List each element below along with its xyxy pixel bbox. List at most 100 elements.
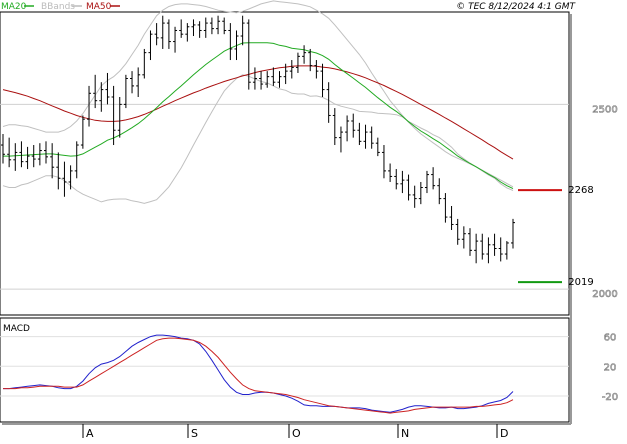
macd-series	[3, 334, 514, 414]
ohlc-bar-7	[44, 141, 49, 164]
ohlc-bar-75	[461, 226, 466, 249]
ohlc-bar-42	[259, 71, 264, 90]
ohlc-bar-67	[412, 185, 417, 208]
ohlc-bar-25	[154, 23, 159, 46]
ohlc-bar-40	[246, 19, 251, 90]
bband-lower-line	[2, 74, 514, 204]
ohlc-bar-37	[228, 23, 233, 61]
ohlc-bar-57	[351, 113, 356, 138]
ohlc-bar-13	[80, 115, 85, 149]
ohlc-bar-68	[418, 181, 423, 205]
ohlc-bar-34	[209, 17, 214, 35]
ma50-line	[2, 65, 514, 160]
ohlc-bar-49	[302, 45, 307, 64]
macd-series-line-0	[3, 334, 514, 413]
ohlc-bar-17	[105, 72, 110, 105]
legend-bbands: BBands	[41, 2, 75, 12]
price-y-tick-1: 2500	[592, 104, 617, 115]
ohlc-bar-4	[25, 146, 30, 170]
ohlc-bar-78	[480, 233, 485, 260]
ohlc-bar-58	[357, 122, 362, 146]
price-bars	[1, 15, 515, 264]
price-gridlines	[0, 103, 569, 290]
ohlc-bar-60	[369, 126, 374, 149]
ohlc-bar-62	[381, 145, 386, 179]
macd-title: MACD	[3, 324, 30, 334]
price-panel-frame	[0, 11, 570, 316]
ohlc-bar-63	[388, 163, 393, 182]
ohlc-bar-51	[314, 60, 319, 79]
bband-upper-line	[2, 0, 514, 188]
legend-ma20: MA20	[1, 2, 27, 12]
ohlc-bar-74	[455, 218, 460, 245]
ohlc-bar-23	[142, 48, 147, 79]
ohlc-bar-76	[467, 228, 472, 256]
x-tick-label-3: N	[401, 427, 409, 440]
ohlc-bar-54	[332, 108, 337, 146]
ohlc-bar-52	[320, 63, 325, 97]
ohlc-bar-61	[375, 137, 380, 157]
ohlc-bar-65	[400, 170, 405, 194]
ohlc-bar-31	[191, 19, 196, 37]
ohlc-bar-83	[511, 218, 515, 249]
ohlc-bar-64	[394, 169, 399, 190]
ohlc-bar-81	[498, 237, 503, 262]
ohlc-bar-5	[31, 145, 36, 168]
ohlc-bar-1	[7, 137, 12, 168]
ohlc-bar-36	[222, 17, 227, 35]
price-y-tick-0: 2000	[592, 289, 617, 300]
legend-ma50: MA50	[86, 2, 112, 12]
ohlc-bar-30	[185, 23, 190, 42]
ohlc-bar-24	[148, 30, 153, 61]
copyright-label: © TEC 8/12/2024 4:1 GMT	[456, 2, 576, 12]
ohlc-bar-32	[197, 21, 202, 38]
macd-y-tick-0: 60	[604, 333, 617, 344]
price-y-tick-labels: 2000 2500	[592, 104, 618, 300]
x-tick-label-1: S	[191, 427, 198, 440]
ohlc-bar-41	[252, 67, 257, 90]
ohlc-bar-11	[68, 165, 73, 190]
ohlc-bar-33	[203, 17, 208, 38]
ohlc-bar-35	[216, 15, 221, 35]
ohlc-bar-71	[437, 178, 442, 205]
macd-y-tick-2: -20	[602, 392, 618, 403]
ohlc-bar-55	[338, 126, 343, 153]
ohlc-bar-56	[345, 115, 350, 142]
ohlc-bar-20	[123, 74, 128, 109]
ohlc-bar-8	[50, 143, 55, 179]
ohlc-bar-16	[99, 82, 104, 112]
ohlc-bar-45	[277, 71, 282, 88]
macd-series-line-1	[3, 337, 514, 414]
ma50-line-group	[2, 65, 514, 160]
ohlc-bar-10	[62, 161, 67, 197]
ohlc-bar-0	[1, 133, 5, 164]
bollinger-bands	[2, 0, 514, 204]
level-label-0: 2268	[568, 185, 593, 196]
header-legend: MA20 BBands MA50	[1, 2, 120, 12]
x-tick-label-4: D	[500, 427, 508, 440]
macd-panel-frame	[0, 317, 570, 423]
ohlc-bar-69	[424, 170, 429, 194]
ohlc-bar-72	[443, 193, 448, 223]
ohlc-bar-18	[111, 85, 116, 146]
ohlc-bar-28	[173, 26, 178, 53]
macd-y-tick-labels: 60 20 -20	[602, 332, 619, 403]
ohlc-bar-70	[431, 167, 436, 190]
ohlc-bar-46	[283, 63, 288, 85]
ohlc-bar-27	[166, 19, 171, 49]
ohlc-bar-3	[19, 141, 24, 168]
ohlc-bar-43	[265, 71, 270, 88]
ohlc-bar-29	[179, 19, 184, 38]
ohlc-bar-44	[271, 67, 276, 86]
ohlc-bar-38	[234, 30, 239, 61]
ohlc-bar-14	[87, 85, 92, 127]
ohlc-bar-82	[504, 241, 509, 260]
ma20-line	[3, 42, 514, 190]
ohlc-bar-12	[74, 141, 79, 179]
macd-y-tick-1: 20	[604, 362, 617, 373]
level-label-1: 2019	[568, 277, 593, 288]
ohlc-bar-48	[295, 52, 300, 73]
ohlc-bar-66	[406, 174, 411, 201]
